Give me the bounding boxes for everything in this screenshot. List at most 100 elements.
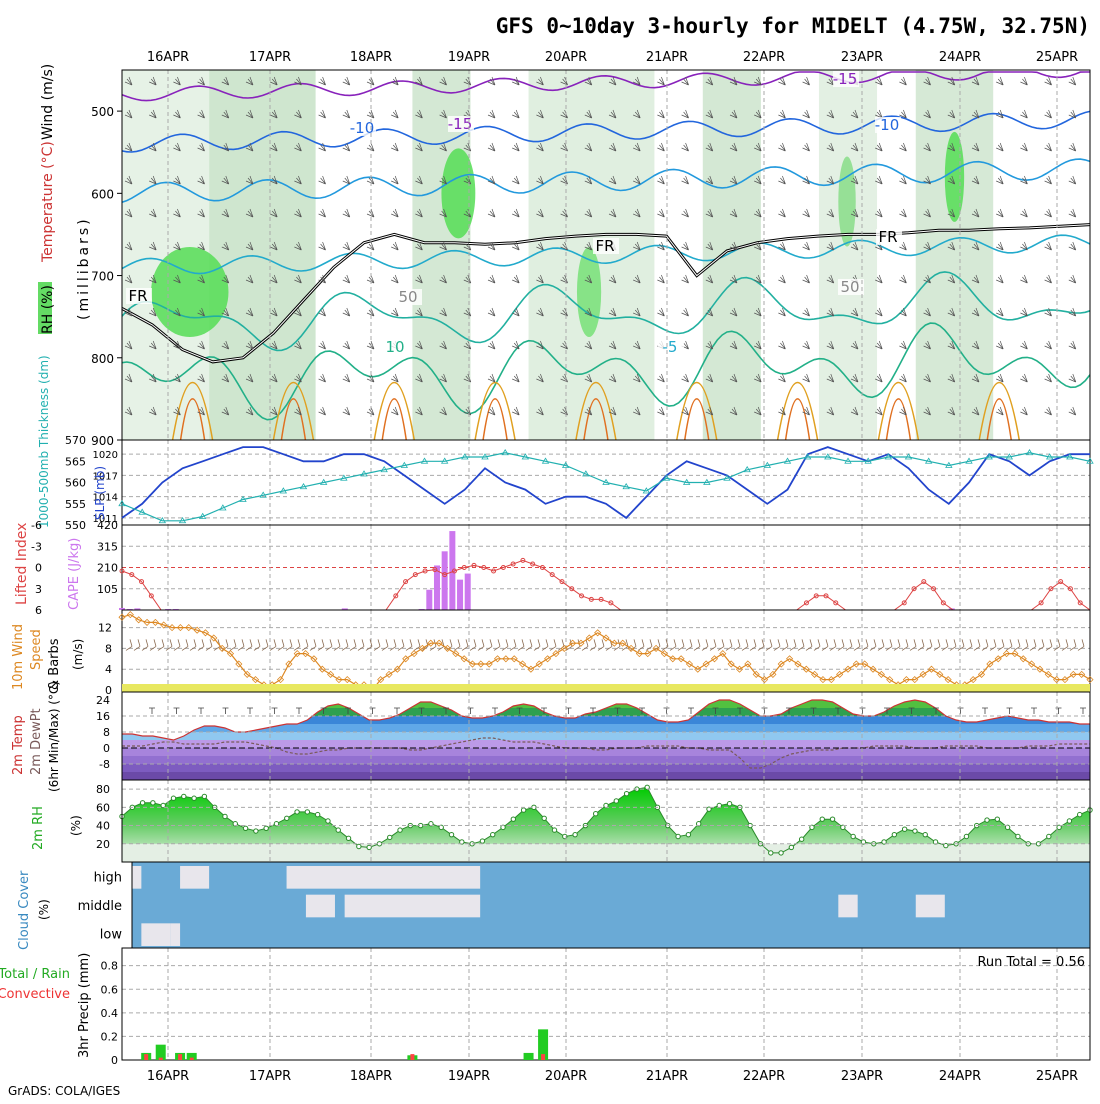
wind-barb: [270, 340, 278, 350]
wind-barb: [754, 307, 762, 317]
wind-barb: [415, 142, 423, 152]
thickness-marker: [279, 487, 288, 494]
wind-speed-marker: [660, 650, 668, 658]
wind-barb: [589, 639, 597, 651]
wind-barb: [657, 175, 665, 185]
wind-barb: [294, 373, 302, 383]
precip-conv-bar: [178, 1054, 183, 1060]
wind-barb: [996, 406, 1004, 416]
wind-barb: [1020, 109, 1028, 119]
wind-barb: [754, 373, 762, 383]
wind-barb: [597, 639, 605, 651]
wind-barb: [197, 109, 205, 119]
wind-barb: [536, 340, 544, 350]
wind-barb: [391, 142, 399, 152]
cloud-clear-block: [180, 866, 210, 889]
cloud-layer-label: low: [100, 928, 123, 943]
wind-barb: [633, 241, 641, 251]
wind-speed-marker: [1036, 665, 1044, 673]
wind-barb: [221, 109, 230, 119]
wind-speed-marker: [176, 624, 184, 632]
wind-barb: [512, 274, 520, 284]
wind-barb: [221, 241, 230, 251]
wind-barb: [221, 142, 230, 152]
date-label-bottom: 24APR: [939, 1069, 981, 1084]
wind-barb: [512, 373, 520, 383]
ytick-label: 550: [65, 519, 86, 532]
wind-barb: [437, 639, 445, 651]
wind-barb: [621, 639, 629, 651]
wind-barb: [981, 639, 989, 651]
wind-barb: [681, 373, 689, 383]
wind-barb: [173, 76, 181, 86]
thickness-marker: [582, 470, 590, 477]
wind-barb: [875, 307, 883, 317]
warm-contour: [986, 398, 1012, 441]
wind-barb: [245, 208, 254, 218]
li-marker: [803, 600, 809, 606]
wind-barb: [397, 639, 405, 651]
cloud-clear-block: [305, 894, 335, 918]
wind-barb: [124, 241, 133, 251]
wind-barb: [657, 406, 665, 416]
li-marker: [1077, 600, 1083, 606]
wind-barb: [1068, 109, 1077, 119]
thickness-marker: [198, 512, 207, 519]
wind-barb: [861, 639, 869, 651]
date-label-top: 20APR: [545, 50, 587, 65]
wind-barb: [415, 373, 423, 383]
rh-marker: [201, 793, 208, 800]
thickness-marker: [440, 457, 449, 464]
wind-barb: [415, 175, 423, 185]
wind-barb: [869, 639, 877, 651]
wind-speed-marker: [393, 665, 401, 673]
wind-barb: [439, 76, 447, 86]
rh-marker: [150, 800, 156, 806]
minmax-marker: [345, 707, 351, 714]
wind-barb: [754, 142, 762, 152]
wind-barb: [1020, 175, 1028, 185]
wind-speed-marker: [627, 644, 635, 652]
wind-barb: [245, 241, 254, 251]
wind-barb: [391, 307, 399, 317]
minmax-marker: [982, 707, 988, 714]
rh-marker: [798, 836, 805, 842]
wind-speed-marker: [510, 655, 518, 663]
wind-barb: [899, 373, 907, 383]
wind-barb: [1068, 340, 1077, 350]
wind-barb: [342, 142, 351, 152]
wind-barb: [318, 142, 326, 152]
precip-total-bar: [155, 1044, 166, 1060]
wind-barb: [197, 241, 205, 251]
thickness-marker: [541, 457, 550, 464]
wind-barb: [584, 175, 593, 185]
wind-barb: [149, 241, 157, 251]
wind-barb: [805, 639, 813, 651]
wind-barb: [229, 639, 237, 651]
precip-conv-bar: [158, 1057, 163, 1060]
date-label-bottom: 25APR: [1036, 1069, 1078, 1084]
wind-barb: [149, 340, 157, 350]
rh-marker: [139, 800, 146, 806]
contour-label: -15: [448, 115, 473, 133]
wind-barb: [1021, 639, 1029, 651]
rh-marker: [387, 834, 393, 841]
wind-speed-marker: [552, 650, 560, 658]
wind-barb: [512, 241, 520, 251]
wind-barb: [317, 639, 325, 651]
wind-barb: [971, 76, 980, 86]
thickness-marker: [682, 478, 691, 485]
wind-barb: [221, 76, 230, 86]
minmax-marker: [884, 707, 890, 714]
wind-barb: [971, 241, 980, 251]
wind-barb: [681, 406, 689, 416]
wind-barb: [245, 307, 254, 317]
wind-barb: [391, 241, 399, 251]
wind-barb: [391, 175, 399, 185]
wind-speed-marker: [869, 665, 877, 673]
wind-barb: [469, 639, 477, 651]
temp-contour-neg5: [121, 158, 1091, 204]
date-label-bottom: 20APR: [545, 1069, 587, 1084]
temp-band: [122, 764, 1090, 772]
li-marker: [422, 568, 428, 574]
